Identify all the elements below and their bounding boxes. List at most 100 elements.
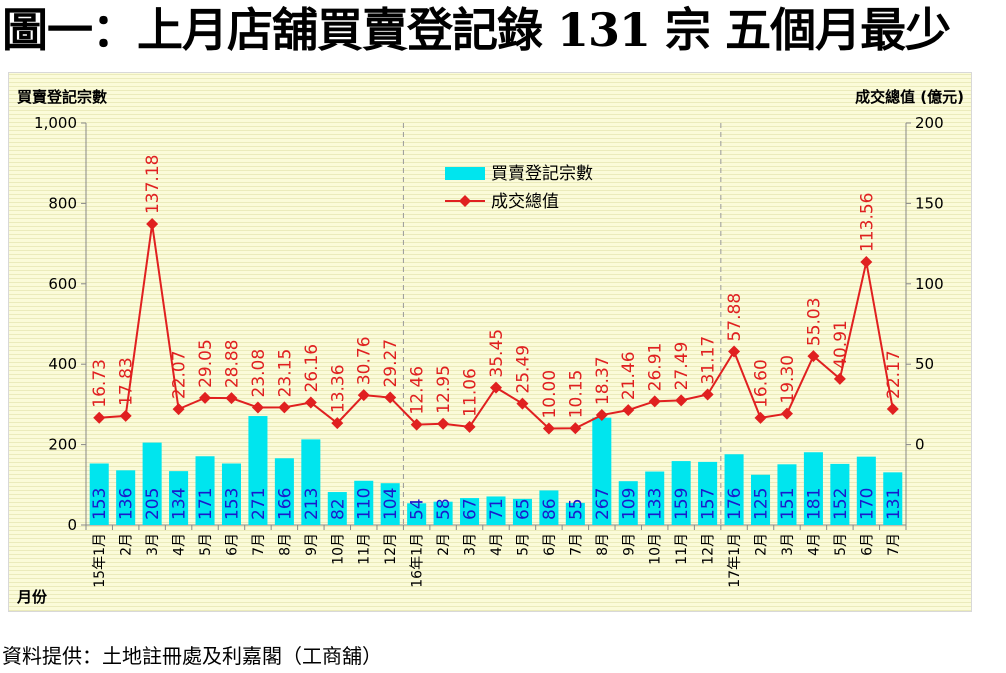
line-value-label: 23.15 <box>275 349 295 398</box>
bar-value-label: 67 <box>461 498 481 520</box>
left-tick-label: 800 <box>48 194 77 212</box>
x-tick-label: 2月 <box>119 533 135 556</box>
line-point-marker <box>807 350 820 363</box>
line-value-label: 27.49 <box>672 342 692 391</box>
bar <box>724 454 744 525</box>
bar <box>169 471 189 525</box>
x-tick-label: 3月 <box>145 533 161 556</box>
left-tick-label: 1,000 <box>34 114 77 132</box>
line-point-marker <box>278 401 291 414</box>
bar <box>618 481 638 525</box>
bar <box>539 490 559 525</box>
line-value-label: 28.88 <box>222 339 242 388</box>
bar <box>142 442 162 525</box>
bar-value-label: 176 <box>725 488 745 520</box>
line-point-marker <box>860 255 873 268</box>
x-tick-label: 9月 <box>304 533 320 556</box>
bar <box>274 458 294 525</box>
line-point-marker <box>754 411 767 424</box>
right-tick-label: 100 <box>915 275 944 293</box>
left-axis-title: 買賣登記宗數 <box>17 88 107 106</box>
bar-value-label: 205 <box>143 488 163 520</box>
line-value-label: 25.49 <box>513 345 533 394</box>
x-tick-label: 5月 <box>198 533 214 556</box>
bar-value-label: 170 <box>857 488 877 520</box>
line-point-marker <box>199 391 212 404</box>
line-value-label: 29.27 <box>381 339 401 388</box>
x-tick-label: 6月 <box>224 533 240 556</box>
x-tick-label: 5月 <box>833 533 849 556</box>
bar-value-label: 54 <box>408 498 428 520</box>
bar <box>512 498 532 525</box>
right-axis-title: 成交總值 (億元) <box>855 88 964 106</box>
line-point-marker <box>172 403 185 416</box>
bar <box>116 470 136 525</box>
bar-value-label: 153 <box>222 488 242 520</box>
left-tick-label: 0 <box>67 516 77 534</box>
x-tick-label: 2月 <box>436 533 452 556</box>
line-value-label: 55.03 <box>804 297 824 346</box>
legend: 買賣登記宗數 成交總值 <box>445 164 593 212</box>
line-point-marker <box>833 372 846 385</box>
bar <box>856 456 876 525</box>
bar <box>698 461 718 525</box>
line-point-marker <box>886 402 899 415</box>
line-value-label: 10.00 <box>540 370 560 419</box>
bar-value-label: 181 <box>804 488 824 520</box>
x-tick-label: 11月 <box>357 533 373 565</box>
line-point-marker <box>542 422 555 435</box>
x-tick-label: 4月 <box>806 533 822 556</box>
bar <box>407 503 427 525</box>
bar <box>645 471 665 525</box>
line-value-label: 137.18 <box>143 155 163 214</box>
right-tick-label: 0 <box>915 436 925 454</box>
bar-value-label: 171 <box>196 488 216 520</box>
line-series-path <box>99 223 894 430</box>
bar <box>301 439 321 525</box>
bar <box>221 463 242 525</box>
bar <box>803 452 823 525</box>
line-point-marker <box>437 417 450 430</box>
x-tick-label: 16年1月 <box>410 533 426 588</box>
line-point-marker <box>516 397 529 410</box>
bar <box>777 464 797 525</box>
bar <box>592 417 612 525</box>
line-value-label: 12.95 <box>434 365 454 414</box>
x-tick-label: 3月 <box>463 533 479 556</box>
bar-value-label: 104 <box>381 488 401 520</box>
chart-svg: 0 200 400 600 800 1,000 0 50 100 150 200 153 136 205… <box>16 88 964 606</box>
line-point-marker <box>595 409 608 422</box>
bar-value-label: 134 <box>170 488 190 520</box>
chart-panel: 0 200 400 600 800 1,000 0 50 100 150 200 153 136 205… <box>8 72 972 612</box>
line-point-marker <box>728 345 741 358</box>
x-tick-label: 9月 <box>621 533 637 556</box>
bar <box>433 501 453 525</box>
bar-value-label: 71 <box>487 498 507 520</box>
line-value-label: 16.60 <box>752 359 772 408</box>
x-tick-label: 3月 <box>780 533 796 556</box>
bar-value-label: 166 <box>275 488 295 520</box>
bar-value-label: 152 <box>831 488 851 520</box>
bar-value-label: 86 <box>540 498 560 520</box>
x-tick-label: 4月 <box>489 533 505 556</box>
line-value-label: 19.30 <box>778 355 798 404</box>
line-value-label: 17.83 <box>117 357 137 406</box>
bar <box>89 463 109 525</box>
bar-value-label: 159 <box>672 488 692 520</box>
x-tick-label: 12月 <box>383 533 399 565</box>
line-group <box>93 218 899 435</box>
line-point-marker <box>780 407 793 420</box>
line-point-marker <box>622 404 635 417</box>
bar-value-label: 136 <box>117 488 137 520</box>
line-value-label: 18.37 <box>593 356 613 405</box>
legend-bar-label: 買賣登記宗數 <box>491 164 593 184</box>
line-value-label: 40.91 <box>831 320 851 369</box>
line-value-label: 29.05 <box>196 339 216 388</box>
x-axis-title: 月份 <box>16 588 48 606</box>
legend-line-marker <box>459 195 471 207</box>
line-value-label: 35.45 <box>487 329 507 378</box>
line-value-label: 57.88 <box>725 293 745 342</box>
chart-title: 圖一：上月店舖買賣登記錄 131 宗 五個月最少 <box>2 3 951 57</box>
line-point-marker <box>569 422 582 435</box>
left-tick-label: 200 <box>48 436 77 454</box>
